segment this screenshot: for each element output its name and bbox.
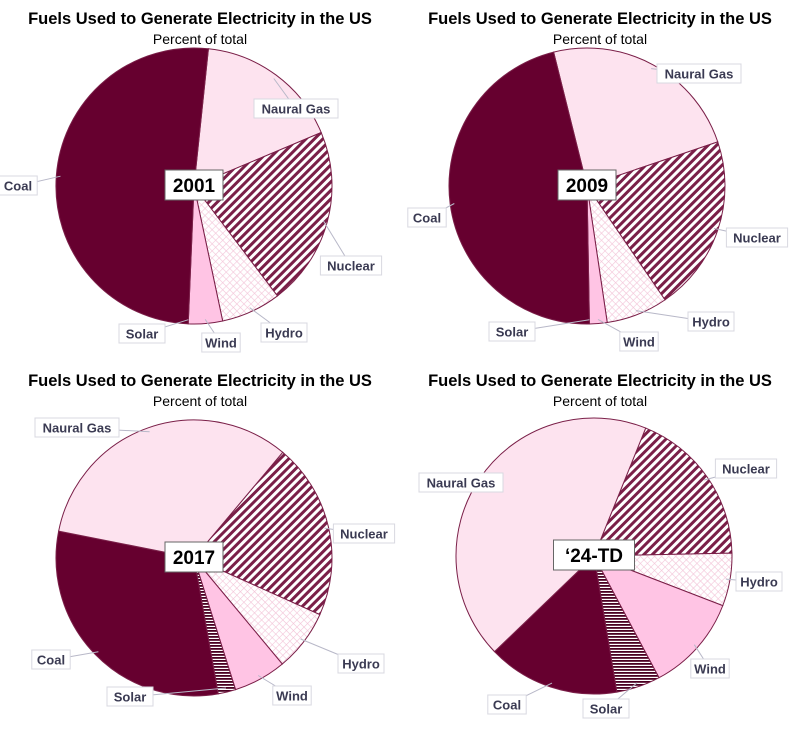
slice-label-coal: Coal [493,698,521,713]
slice-label-hydro: Hydro [692,315,730,330]
slice-label-box [34,417,120,438]
chart-title: Fuels Used to Generate Electricity in th… [428,372,772,390]
year-label: 2001 [173,176,216,197]
slice-label-box [488,321,536,342]
slice-label-hydro: Hydro [740,575,778,590]
slice-label-box [0,175,38,196]
slice-label-naural-gas: Naural Gas [43,421,112,436]
pie-chart-2017: Coal Naural Gas Nuclear Hydro Wind Solar 2017 [31,417,396,707]
slice-label-solar: Solar [590,702,623,717]
slice-label-coal: Coal [4,179,32,194]
slice-label-box [487,694,527,715]
slice-label-box [418,472,504,493]
chart-subtitle: Percent of total [552,31,648,47]
slice-label-box [714,458,778,479]
slice-label-box [106,686,154,707]
slice-label-box [337,653,385,674]
slice-label-solar: Solar [496,325,529,340]
slice-label-box [319,255,383,276]
slice-label-box [725,227,789,248]
slice-label-wind: Wind [694,662,726,677]
slice-label-wind: Wind [276,689,308,704]
slice-label-nuclear: Nuclear [722,462,770,477]
slice-label-box [687,311,735,332]
slice-label-box [735,571,783,592]
chart-subtitle: Percent of total [152,31,248,47]
pie-slice-wind [592,555,724,679]
slice-label-wind: Wind [623,335,655,350]
pie-chart-24-td: Coal Naural Gas Nuclear Hydro Wind Solar ‘24-T… [418,417,783,719]
slice-label-box [582,698,630,719]
chart-panel-2009: Fuels Used to Generate Electricity in th… [400,10,800,371]
slice-label-box [201,332,241,353]
chart-panel-2017: Fuels Used to Generate Electricity in th… [0,372,400,733]
chart-panel-2001: Fuels Used to Generate Electricity in th… [0,10,400,371]
year-label-box [557,169,617,201]
slice-label-nuclear: Nuclear [340,527,388,542]
pie-slice-nuclear [193,131,333,297]
pie-chart-2009: Coal Naural Gas Nuclear Hydro Wind Solar 2009 [407,47,789,352]
slice-label-naural-gas: Naural Gas [665,67,734,82]
chart-subtitle: Percent of total [552,393,648,409]
slice-label-naural-gas: Naural Gas [427,476,496,491]
slice-label-nuclear: Nuclear [327,259,375,274]
slice-label-box [253,98,339,119]
pie-chart-2001: Coal Naural Gas Nuclear Hydro Wind Solar 2001 [0,47,383,353]
slice-label-wind: Wind [205,336,237,351]
slice-label-box [656,63,742,84]
pie-slice-coal [493,554,618,695]
slice-label-box [619,331,659,352]
slice-label-box [690,658,730,679]
slice-label-naural-gas: Naural Gas [262,102,331,117]
year-label-box [553,539,635,571]
slice-label-box [407,207,447,228]
pie-slice-coal [448,51,590,325]
slice-label-coal: Coal [37,653,65,668]
year-label: 2017 [173,548,215,569]
chart-panel-24-td: Fuels Used to Generate Electricity in th… [400,372,800,733]
year-label: ‘24-TD [565,546,623,567]
slice-label-coal: Coal [413,211,441,226]
pie-slice-coal [55,47,209,325]
pie-slice-nuclear [593,427,733,557]
year-label-box [164,169,224,201]
slice-label-hydro: Hydro [265,326,303,341]
slice-label-solar: Solar [126,327,159,342]
chart-title: Fuels Used to Generate Electricity in th… [28,10,372,28]
chart-title: Fuels Used to Generate Electricity in th… [428,10,772,28]
pie-slice-naural-gas [58,419,284,559]
slice-label-box [272,685,312,706]
slice-label-hydro: Hydro [342,657,380,672]
slice-label-box [332,523,396,544]
slice-label-box [260,322,308,343]
pie-slice-nuclear [193,451,333,616]
chart-title: Fuels Used to Generate Electricity in th… [28,372,372,390]
slice-label-box [31,649,71,670]
slice-label-solar: Solar [114,690,147,705]
slice-label-nuclear: Nuclear [733,231,781,246]
chart-subtitle: Percent of total [152,393,248,409]
slice-label-box [118,323,166,344]
year-label: 2009 [566,176,608,197]
year-label-box [164,541,224,573]
